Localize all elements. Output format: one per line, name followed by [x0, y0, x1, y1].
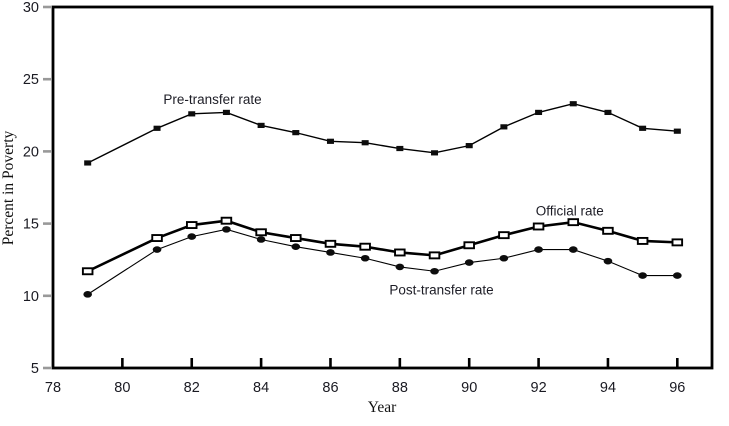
marker-filled-square [326, 138, 334, 144]
marker-filled-square [188, 111, 196, 117]
marker-filled-square [535, 109, 543, 116]
series-label-pre-transfer-rate: Pre-transfer rate [163, 92, 261, 107]
x-tick-label: 80 [114, 380, 130, 396]
marker-filled-circle [395, 263, 405, 271]
marker-filled-square [673, 128, 681, 134]
y-tick-label: 10 [23, 289, 39, 305]
y-tick-label: 25 [23, 72, 39, 88]
marker-filled-square [153, 125, 161, 131]
marker-open-square [151, 234, 163, 242]
x-axis-title: Year [368, 399, 397, 416]
marker-filled-square [500, 124, 508, 130]
x-tick-label: 86 [322, 380, 338, 396]
marker-filled-circle [187, 233, 197, 240]
marker-open-square [602, 226, 614, 235]
marker-open-square [394, 248, 406, 257]
x-tick-label: 82 [184, 380, 200, 396]
marker-filled-circle [673, 272, 682, 279]
marker-filled-circle [603, 257, 613, 265]
marker-filled-circle [638, 272, 647, 279]
x-tick-label: 92 [531, 380, 547, 396]
marker-open-square [185, 221, 198, 229]
y-tick-label: 30 [23, 0, 39, 16]
marker-filled-circle [430, 267, 439, 275]
marker-open-square [81, 267, 94, 276]
marker-filled-circle [222, 226, 231, 233]
marker-open-square [532, 222, 545, 231]
marker-open-square [220, 216, 233, 225]
series-label-official-rate: Official rate [536, 203, 604, 218]
marker-filled-square [361, 140, 369, 146]
marker-filled-square [431, 150, 439, 156]
x-tick-label: 94 [600, 380, 616, 396]
marker-filled-circle [152, 246, 162, 253]
plot-frame [51, 5, 714, 370]
marker-filled-square [396, 145, 404, 152]
series-line [87, 103, 678, 164]
marker-open-square [498, 231, 510, 240]
marker-filled-circle [568, 246, 578, 253]
x-tick-label: 90 [461, 380, 477, 396]
marker-filled-circle [499, 254, 509, 262]
marker-filled-square [84, 160, 92, 166]
plot-area: 5 10 15 20 25 30 78 80 82 84 86 88 90 92 94 96 Pre-trans… [23, 0, 714, 396]
series-line [87, 219, 678, 273]
y-tick-label: 5 [31, 361, 39, 377]
marker-open-square [428, 251, 441, 260]
marker-filled-square [292, 130, 300, 136]
x-tick-label: 88 [392, 380, 408, 396]
marker-filled-square [639, 125, 647, 131]
marker-open-square [255, 228, 267, 237]
marker-filled-square [257, 122, 265, 129]
marker-open-square [463, 241, 475, 250]
marker-filled-square [604, 109, 612, 116]
series-label-post-transfer-rate: Post-transfer rate [389, 283, 493, 298]
y-tick-label: 15 [23, 217, 39, 233]
y-tick-label: 20 [23, 144, 39, 160]
marker-open-square [636, 236, 649, 245]
marker-open-square [324, 239, 337, 248]
marker-filled-circle [464, 259, 474, 266]
x-tick-label: 84 [253, 380, 269, 396]
marker-filled-circle [291, 243, 301, 251]
series-official-rate [81, 216, 684, 276]
marker-filled-square [222, 109, 230, 116]
marker-filled-circle [326, 249, 335, 256]
series-pre-transfer-rate [84, 101, 681, 166]
x-tick-label: 96 [669, 380, 685, 396]
marker-filled-circle [534, 246, 543, 253]
marker-filled-square [569, 101, 577, 107]
marker-filled-circle [360, 254, 370, 262]
marker-filled-circle [83, 291, 92, 298]
marker-open-square [290, 234, 302, 242]
x-tick-label: 78 [45, 380, 61, 396]
marker-open-square [671, 238, 684, 247]
marker-open-square [359, 242, 371, 251]
marker-filled-circle [256, 236, 266, 243]
y-axis-title: Percent in Poverty [0, 131, 17, 246]
marker-filled-square [465, 143, 473, 149]
series-post-transfer-rate [83, 226, 682, 298]
marker-open-square [567, 218, 580, 227]
series-line [87, 228, 678, 295]
